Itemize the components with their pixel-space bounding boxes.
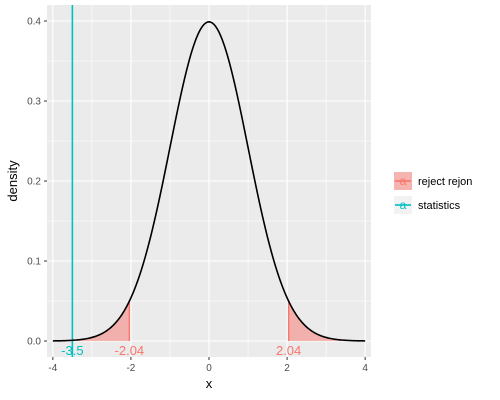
legend-label: reject rejon xyxy=(418,176,472,188)
y-tick-label: 0.2 xyxy=(27,177,41,188)
x-tick-label: 0 xyxy=(206,363,212,374)
legend: a reject rejon a statistics xyxy=(394,172,472,214)
legend-key-glyph: a xyxy=(400,174,407,188)
reject-region-fill xyxy=(288,301,366,341)
y-tick-label: 0.4 xyxy=(27,17,41,28)
y-tick-label: 0.0 xyxy=(27,337,41,348)
annotations: -3.5 -2.04 2.04 xyxy=(61,343,301,358)
legend-key-glyph: a xyxy=(400,198,407,212)
x-tick-label: 4 xyxy=(362,363,368,374)
density-curve xyxy=(52,21,366,342)
y-tick-label: 0.1 xyxy=(27,257,41,268)
reject-region-fills xyxy=(52,301,366,341)
legend-label: statistics xyxy=(418,200,461,212)
y-axis-title: density xyxy=(5,160,20,202)
vertical-lines xyxy=(71,5,290,357)
value-annotation: 2.04 xyxy=(276,343,301,358)
reject-region-fill xyxy=(52,301,130,341)
y-axis-ticks: 0.0 0.1 0.2 0.3 0.4 xyxy=(27,17,47,348)
value-annotation: -2.04 xyxy=(115,343,145,358)
x-tick-label: 2 xyxy=(284,363,290,374)
x-tick-label: -2 xyxy=(126,363,135,374)
x-axis-title: x xyxy=(206,376,213,391)
x-tick-label: -4 xyxy=(48,363,57,374)
y-tick-label: 0.3 xyxy=(27,97,41,108)
axes: -4 -2 0 2 4 0.0 0.1 0.2 0.3 0.4 xyxy=(27,17,368,375)
value-annotation: -3.5 xyxy=(61,343,83,358)
x-axis-ticks: -4 -2 0 2 4 xyxy=(48,357,368,374)
